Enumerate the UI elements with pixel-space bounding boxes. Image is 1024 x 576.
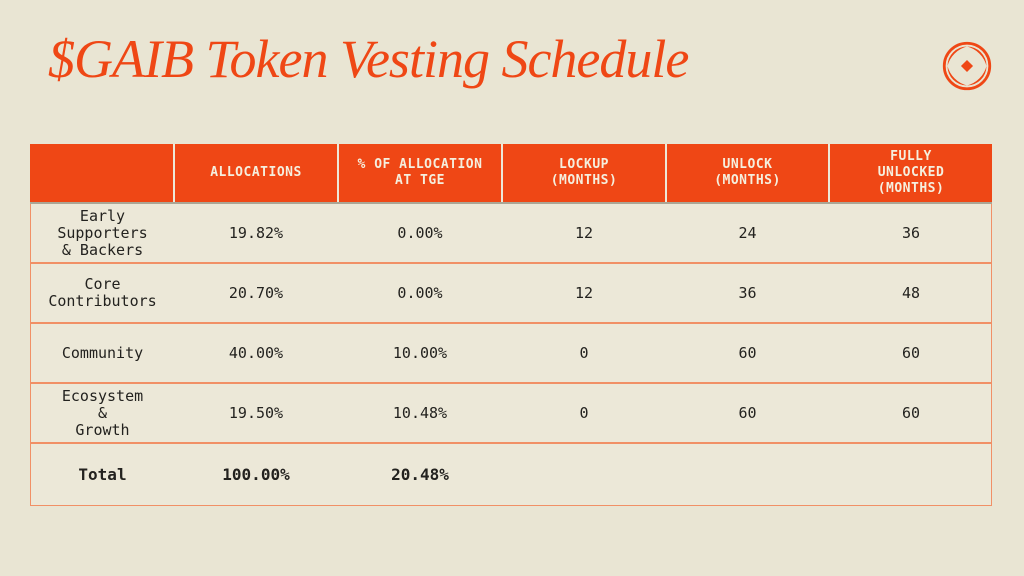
table-row: Ecosystem & Growth 19.50% 10.48% 0 60 60 [31, 384, 991, 444]
row-label: Core Contributors [48, 275, 157, 310]
cell-value [829, 444, 993, 505]
cell-value: 12 [574, 283, 594, 302]
cell-value: 20.48% [391, 465, 449, 484]
cell-value: 24 [738, 223, 757, 242]
cell-value: 60 [738, 343, 757, 362]
cell-value: 19.50% [228, 403, 284, 422]
table-total-row: Total 100.00% 20.48% [31, 444, 991, 505]
table-row: Community 40.00% 10.00% 0 60 60 [31, 324, 991, 384]
cell-value: 19.82% [228, 223, 284, 242]
cell-value: 10.00% [392, 343, 448, 362]
cell-value: 0.00% [397, 223, 443, 242]
row-label: Ecosystem & Growth [61, 386, 144, 439]
cell-value [502, 444, 666, 505]
header-cell-tge: % OF ALLOCATION AT TGE [337, 144, 501, 202]
cell-value: 40.00% [228, 343, 284, 362]
cell-value: 36 [901, 223, 921, 242]
page-title: $GAIB Token Vesting Schedule [48, 29, 689, 89]
cell-value: 0.00% [397, 283, 443, 302]
cell-value: 0 [579, 343, 589, 362]
vesting-table: ALLOCATIONS % OF ALLOCATION AT TGE LOCKU… [30, 144, 992, 506]
cell-value: 60 [738, 403, 757, 422]
table-row: Core Contributors 20.70% 0.00% 12 36 48 [31, 264, 991, 324]
cell-value: 60 [901, 403, 921, 422]
total-label: Total [78, 465, 127, 484]
gaib-logo-icon [941, 40, 993, 92]
header-cell-lockup: LOCKUP (MONTHS) [501, 144, 665, 202]
header-cell-category [30, 144, 173, 202]
row-label: Early Supporters & Backers [57, 206, 148, 259]
cell-value: 60 [901, 343, 921, 362]
header-cell-fully-unlocked: FULLY UNLOCKED (MONTHS) [828, 144, 992, 202]
cell-value: 0 [579, 403, 589, 422]
table-body: Early Supporters & Backers 19.82% 0.00% … [30, 204, 992, 506]
cell-value: 20.70% [228, 283, 284, 302]
cell-value: 48 [901, 283, 921, 302]
header-cell-unlock: UNLOCK (MONTHS) [665, 144, 828, 202]
cell-value: 100.00% [222, 465, 290, 484]
cell-value: 10.48% [392, 403, 448, 422]
table-header-row: ALLOCATIONS % OF ALLOCATION AT TGE LOCKU… [30, 144, 992, 204]
cell-value [666, 444, 829, 505]
cell-value: 12 [574, 223, 594, 242]
cell-value: 36 [738, 283, 757, 302]
row-label: Community [61, 343, 144, 362]
table-row: Early Supporters & Backers 19.82% 0.00% … [31, 204, 991, 264]
header-cell-allocations: ALLOCATIONS [173, 144, 337, 202]
